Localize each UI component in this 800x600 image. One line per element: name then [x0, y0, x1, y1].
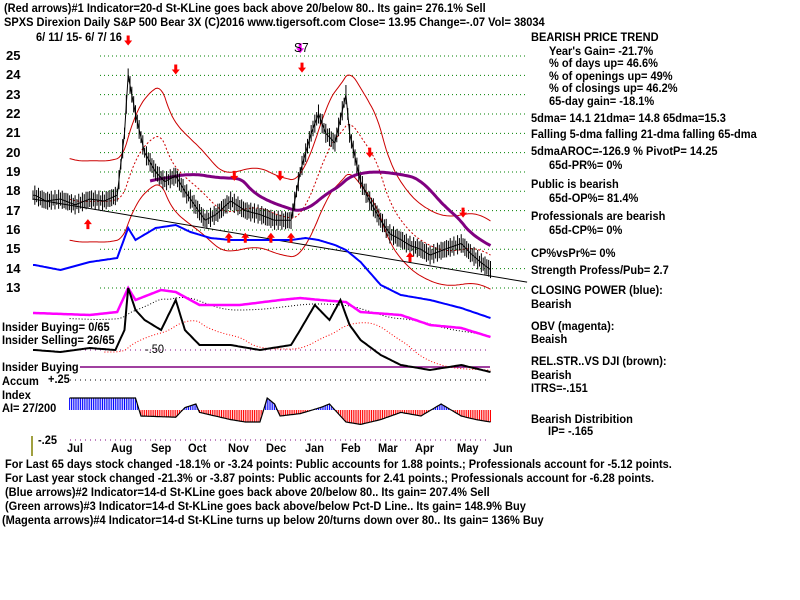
y-tick-label: 14 [6, 260, 21, 276]
closing-power-line [33, 223, 491, 319]
falling-dmas: Falling 5-dma falling 21-dma falling 65-… [531, 127, 757, 141]
y-tick-label: 19 [6, 163, 21, 179]
buy-arrow-icon [241, 232, 250, 243]
lower-band-line [69, 174, 491, 290]
y-tick-label: 16 [6, 221, 21, 237]
relstr-title: REL.STR..VS DJI (brown): [531, 354, 667, 368]
plus-25-label: +.25 [48, 372, 70, 386]
x-tick-label: May [456, 441, 479, 455]
sell-arrow-icon [171, 64, 180, 75]
obv-value: Beaish [531, 332, 568, 346]
s7-annotation: S7 [294, 40, 309, 55]
sell-arrow-icon [365, 147, 374, 158]
insider-buying-count: Insider Buying= 0/65 [2, 320, 110, 334]
minus-50-label: -.50 [145, 342, 165, 356]
op-65: 65d-OP%= 81.4% [549, 191, 639, 205]
buy-arrow-icon [405, 252, 414, 263]
x-tick-label: Oct [187, 441, 207, 455]
footer-blue-arrows: (Blue arrows)#2 Indicator=14-d St-KLine … [5, 485, 490, 499]
footer-65-days: For Last 65 days stock changed -18.1% or… [5, 457, 672, 471]
y-tick-label: 24 [6, 67, 21, 83]
closing-power-value: Bearish [531, 297, 572, 311]
obv-line [33, 285, 491, 339]
footer-magenta-arrows: (Magenta arrows)#4 Indicator=14-d St-KLi… [2, 513, 544, 527]
x-tick-label: Aug [110, 441, 133, 455]
x-tick-label: Jun [493, 441, 513, 455]
sell-arrow-icon [124, 35, 133, 46]
x-tick-label: Mar [378, 441, 398, 455]
footer-last-year: For Last year stock changed -21.3% or -3… [5, 471, 655, 485]
insider-selling-count: Insider Selling= 26/65 [2, 333, 115, 347]
cp-65: 65d-CP%= 0% [549, 223, 623, 237]
accum-line [69, 396, 491, 426]
y-tick-label: 21 [6, 125, 21, 141]
minus-25-label: -.25 [38, 433, 58, 447]
professionals-status: Professionals are bearish [531, 209, 666, 223]
dma-values: 5dma= 14.1 21dma= 14.8 65dma=15.3 [531, 111, 726, 125]
public-status: Public is bearish [531, 177, 619, 191]
sell-arrow-icon [230, 170, 239, 181]
y-tick-label: 17 [6, 202, 21, 218]
y-tick-label: 23 [6, 86, 21, 102]
sell-arrow-icon [459, 207, 468, 218]
y-tick-label: 13 [6, 279, 21, 295]
relstr-line [33, 287, 491, 373]
price-line [33, 75, 491, 270]
y-tick-label: 20 [6, 144, 21, 160]
y-tick-label: 25 [6, 48, 21, 63]
strength: Strength Profess/Pub= 2.7 [531, 263, 669, 277]
x-tick-label: Nov [227, 441, 249, 455]
obv-ma-line [69, 297, 491, 338]
y-tick-label: 22 [6, 105, 21, 121]
index-label: Index [2, 388, 31, 402]
pr-65: 65d-PR%= 0% [549, 158, 623, 172]
date-range: 6/ 11/ 15- 6/ 7/ 16 [36, 30, 122, 44]
aroc-pivot: 5dmaAROC=-126.9 % PivotP= 14.25 [531, 144, 718, 158]
x-tick-label: Apr [414, 441, 434, 455]
sell-arrow-icon [298, 62, 307, 73]
ai-value: AI= 27/200 [2, 401, 57, 415]
x-tick-label: Jan [304, 441, 324, 455]
header-ticker-line: SPXS Direxion Daily S&P 500 Bear 3X (C)2… [4, 15, 545, 29]
buy-arrow-icon [287, 232, 296, 243]
x-tick-label: Sep [151, 441, 172, 455]
itrs: ITRS=-.151 [531, 381, 588, 395]
ip-value: IP= -.165 [548, 424, 594, 438]
accum-label: Accum [2, 374, 39, 388]
trend-title: BEARISH PRICE TREND [531, 30, 659, 44]
y-tick-label: 15 [6, 241, 21, 257]
closing-power-title: CLOSING POWER (blue): [531, 283, 663, 297]
sell-arrow-icon [276, 170, 285, 181]
y-tick-label: 18 [6, 183, 21, 199]
distribution: Bearish Distribition [531, 412, 633, 426]
footer-green-arrows: (Green arrows)#3 Indicator=14-d St-KLine… [5, 499, 526, 513]
insider-buying-label: Insider Buying [2, 360, 79, 374]
cp-vs-pr: CP%vsPr%= 0% [531, 246, 616, 260]
obv-title: OBV (magenta): [531, 319, 615, 333]
relstr-value: Bearish [531, 368, 572, 382]
closings-up: % of closings up= 46.2% [549, 81, 678, 95]
days-up: % of days up= 46.6% [549, 56, 658, 70]
gain-65: 65-day gain= -18.1% [549, 94, 655, 108]
x-tick-label: Dec [266, 441, 287, 455]
openings-up: % of openings up= 49% [549, 69, 673, 83]
header-red-arrows-line: (Red arrows)#1 Indicator=20-d St-KLine g… [4, 1, 486, 15]
relstr-ma-line [104, 320, 491, 371]
buy-arrow-icon [266, 232, 275, 243]
year-gain: Year's Gain= -21.7% [549, 44, 654, 58]
ma65-line [149, 170, 492, 247]
buy-arrow-icon [224, 232, 233, 243]
x-tick-label: Feb [341, 441, 362, 455]
sell-arrow-icon [296, 43, 305, 54]
buy-arrow-icon [83, 219, 92, 230]
x-tick-label: Jul [66, 441, 83, 455]
